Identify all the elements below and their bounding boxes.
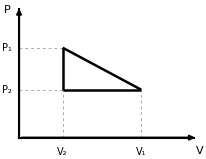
- Text: V: V: [195, 146, 203, 156]
- Text: P₂: P₂: [2, 85, 12, 95]
- Text: P: P: [4, 5, 10, 15]
- Text: V₁: V₁: [135, 147, 146, 157]
- Text: P₁: P₁: [2, 43, 12, 53]
- Text: V₂: V₂: [57, 147, 68, 157]
